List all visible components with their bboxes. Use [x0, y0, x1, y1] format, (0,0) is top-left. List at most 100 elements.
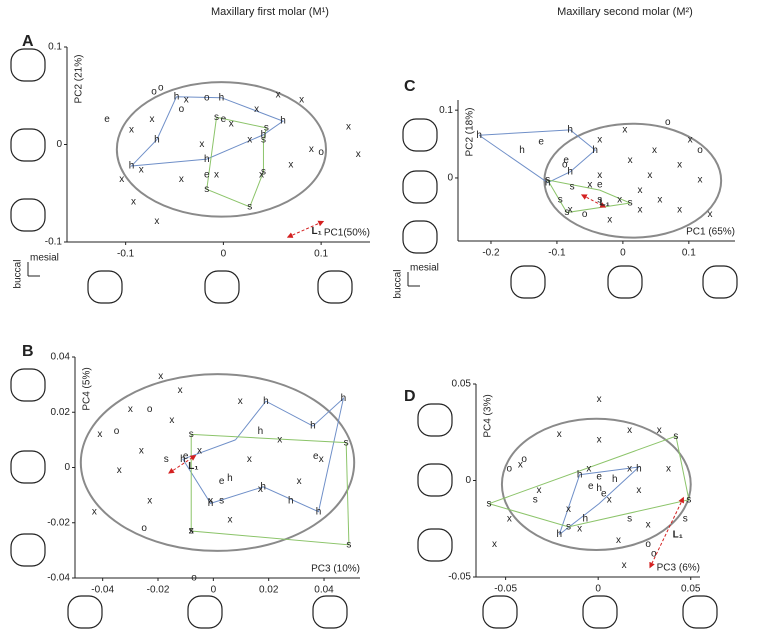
point: x — [666, 464, 671, 475]
point: o — [158, 83, 164, 94]
point: h — [310, 421, 316, 432]
y-tick-label: 0 — [64, 462, 70, 473]
y-tick-label: 0 — [56, 139, 62, 150]
point: h — [174, 91, 180, 102]
y-axis-label: PC4 (5%) — [82, 367, 93, 410]
tooth-outline — [402, 170, 438, 204]
tooth-outline — [10, 128, 46, 162]
point: s — [545, 175, 550, 186]
point: x — [309, 144, 314, 155]
point: x — [607, 215, 612, 226]
point: x — [652, 145, 657, 156]
point: x — [638, 185, 643, 196]
point: s — [566, 521, 571, 532]
point: x — [617, 194, 622, 205]
point: x — [179, 174, 184, 185]
x-tick-label: 0.04 — [314, 585, 334, 596]
point: x — [568, 204, 573, 215]
point: x — [158, 371, 163, 382]
annotation-arrow — [286, 220, 325, 238]
hull-line — [547, 179, 632, 214]
point: o — [191, 573, 197, 584]
point: x — [627, 464, 632, 475]
point: x — [346, 122, 351, 133]
y-tick-label: -0.02 — [47, 517, 70, 528]
annotation-label: L₁ — [188, 461, 198, 472]
y-tick-label: -0.1 — [45, 237, 63, 248]
tooth-outline — [317, 270, 353, 304]
point: x — [247, 134, 252, 145]
panel-letter: B — [22, 343, 34, 360]
point: h — [545, 177, 551, 188]
point: o — [521, 454, 527, 465]
point: x — [677, 204, 682, 215]
tooth-outline — [402, 220, 438, 254]
point: h — [636, 464, 642, 475]
point: h — [567, 166, 573, 177]
point: s — [164, 454, 169, 465]
point: x — [184, 94, 189, 105]
hull-line — [488, 435, 690, 528]
point: x — [227, 515, 232, 526]
point: x — [636, 485, 641, 496]
tooth-outline — [607, 265, 643, 299]
x-tick-label: 0 — [620, 248, 626, 259]
point: x — [577, 523, 582, 534]
point: o — [645, 539, 651, 550]
y-tick-label: 0.04 — [51, 352, 71, 363]
point: e — [588, 481, 594, 492]
x-axis-label: PC1 (65%) — [686, 227, 735, 238]
y-axis-label: PC4 (3%) — [483, 394, 494, 437]
point: e — [538, 137, 544, 148]
tooth-outline — [87, 270, 123, 304]
orientation-arrows — [27, 262, 40, 277]
x-tick-label: 0 — [211, 585, 217, 596]
tooth-outline — [187, 595, 223, 629]
point: x — [597, 394, 602, 405]
point: e — [563, 155, 569, 166]
tooth-outline — [67, 595, 103, 629]
y-tick-label: -0.04 — [47, 573, 70, 584]
point: s — [189, 429, 194, 440]
point: s — [686, 494, 691, 505]
annotation-arrow — [649, 496, 684, 569]
column-title: Maxillary second molar (M²) — [557, 6, 693, 18]
point: s — [570, 181, 575, 192]
point: x — [628, 155, 633, 166]
x-tick-label: 0.1 — [682, 248, 696, 259]
point: x — [117, 465, 122, 476]
point: x — [707, 209, 712, 220]
y-tick-label: 0.1 — [48, 42, 62, 53]
tooth-outline — [10, 48, 46, 82]
y-tick-label: -0.05 — [448, 572, 471, 583]
tooth-outline — [510, 265, 546, 299]
point: x — [139, 446, 144, 457]
point: x — [258, 484, 263, 495]
point: x — [677, 160, 682, 171]
column-title: Maxillary first molar (M¹) — [211, 6, 329, 18]
point: x — [97, 429, 102, 440]
point: x — [587, 179, 592, 190]
x-tick-label: -0.04 — [91, 585, 114, 596]
panel-letter: A — [22, 33, 34, 50]
hull-line — [182, 397, 345, 513]
point: x — [638, 204, 643, 215]
point: x — [178, 385, 183, 396]
tooth-outline — [582, 595, 618, 629]
point: h — [208, 498, 214, 509]
buccal-label: buccal — [393, 270, 404, 299]
orientation-arrows — [407, 272, 420, 287]
point: h — [567, 124, 573, 135]
annotation-label: L₁ — [311, 226, 321, 237]
y-tick-label: 0 — [465, 475, 471, 486]
point: x — [566, 504, 571, 515]
point: o — [697, 145, 703, 156]
point: x — [518, 460, 523, 471]
panel: B -0.04 -0.02 0 0.02 0.04 -0.04 -0.02 0 0.02 0.04 x… — [10, 343, 360, 629]
tooth-outline — [204, 270, 240, 304]
x-tick-label: 0.1 — [314, 249, 328, 260]
point: x — [277, 435, 282, 446]
point: x — [276, 89, 281, 100]
